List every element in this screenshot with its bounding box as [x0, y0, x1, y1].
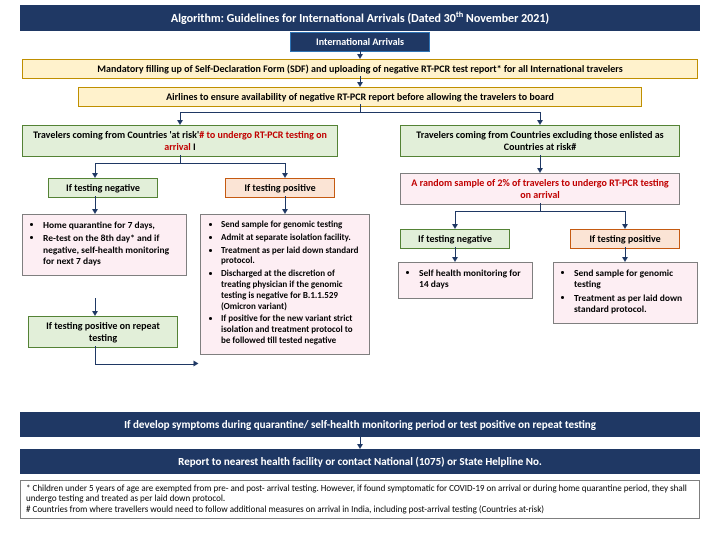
- left-pos-detail: Send sample for genomic testing Admit at…: [200, 214, 370, 355]
- right-neg-label: If testing negative: [400, 229, 510, 249]
- left-neg-label: If testing negative: [48, 178, 158, 198]
- left-pos-item: Discharged at the discretion of treating…: [221, 269, 361, 312]
- left-pos-item: Treatment as per laid down standard prot…: [221, 246, 361, 268]
- left-pos-item: Admit at separate isolation facility.: [221, 233, 361, 244]
- right-pos-item: Treatment as per laid down standard prot…: [574, 293, 689, 316]
- left-neg-detail: Home quarantine for 7 days, Re-test on t…: [22, 214, 187, 276]
- left-header: Travelers coming from Countries 'at risk…: [22, 125, 338, 157]
- right-neg-item: Self health monitoring for 14 days: [419, 268, 524, 291]
- left-header-suffix: I: [191, 140, 196, 153]
- symptoms-node: If develop symptoms during quarantine/ s…: [20, 412, 700, 437]
- left-pos-label: If testing positive: [225, 178, 335, 198]
- left-pos-item: If positive for the new variant strict i…: [221, 314, 361, 346]
- repeat-test-label: If testing positive on repeat testing: [28, 316, 178, 348]
- report-node: Report to nearest health facility or con…: [20, 449, 700, 474]
- right-neg-detail: Self health monitoring for 14 days: [398, 262, 533, 299]
- footnotes: * Children under 5 years of age are exem…: [20, 480, 700, 519]
- footnote-item: # Countries from where travellers would …: [26, 505, 694, 515]
- right-pos-detail: Send sample for genomic testing Treatmen…: [553, 262, 698, 324]
- right-header: Travelers coming from Countries excludin…: [400, 125, 680, 157]
- left-neg-item: Re-test on the 8th day* and if negative,…: [43, 233, 178, 267]
- left-pos-item: Send sample for genomic testing: [221, 220, 361, 231]
- title-bar: Algorithm: Guidelines for International …: [20, 5, 700, 31]
- right-sample-node: A random sample of 2% of travelers to un…: [400, 173, 680, 205]
- right-pos-label: If testing positive: [570, 229, 680, 249]
- left-neg-item: Home quarantine for 7 days,: [43, 220, 178, 231]
- right-pos-item: Send sample for genomic testing: [574, 268, 689, 291]
- footnote-item: * Children under 5 years of age are exem…: [26, 484, 694, 505]
